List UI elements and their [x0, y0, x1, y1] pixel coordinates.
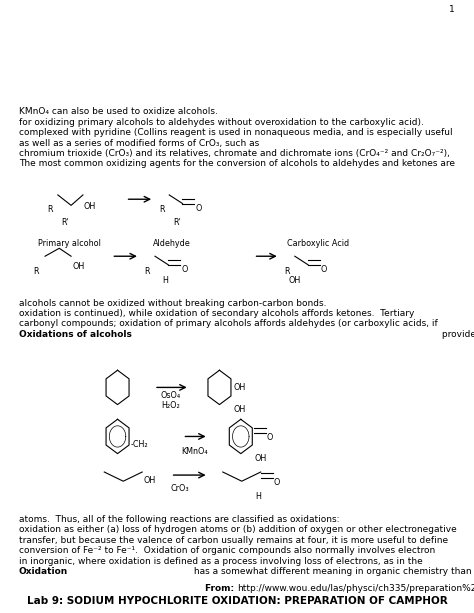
Text: OH: OH	[234, 405, 246, 414]
Text: OH: OH	[84, 202, 96, 211]
Text: H: H	[163, 276, 168, 285]
Text: has a somewhat different meaning in organic chemistry than you have been used to: has a somewhat different meaning in orga…	[191, 567, 474, 576]
Text: Oxidations of alcohols: Oxidations of alcohols	[19, 330, 132, 339]
Text: R: R	[33, 267, 39, 276]
Text: O: O	[266, 433, 273, 443]
Text: OH: OH	[143, 476, 155, 485]
Text: carbonyl compounds; oxidation of primary alcohols affords aldehydes (or carboxyl: carbonyl compounds; oxidation of primary…	[19, 319, 438, 329]
Text: R: R	[159, 205, 164, 215]
Text: The most common oxidizing agents for the conversion of alcohols to aldehydes and: The most common oxidizing agents for the…	[19, 159, 455, 169]
Text: From:: From:	[205, 584, 237, 593]
Text: OsO₄: OsO₄	[161, 391, 181, 400]
Text: -CH₂: -CH₂	[131, 440, 148, 449]
Text: OH: OH	[234, 383, 246, 392]
Text: transfer, but because the valence of carbon usually remains at four, it is more : transfer, but because the valence of car…	[19, 536, 448, 545]
Text: oxidation as either (a) loss of hydrogen atoms or (b) addition of oxygen or othe: oxidation as either (a) loss of hydrogen…	[19, 525, 457, 535]
Text: CrO₃: CrO₃	[171, 484, 190, 493]
Text: R': R'	[173, 218, 181, 227]
Text: KMnO₄: KMnO₄	[181, 447, 208, 457]
Text: O: O	[321, 265, 327, 275]
Text: H: H	[255, 492, 261, 501]
Text: conversion of Fe⁻² to Fe⁻¹.  Oxidation of organic compounds also normally involv: conversion of Fe⁻² to Fe⁻¹. Oxidation of…	[19, 546, 435, 555]
Text: O: O	[195, 204, 201, 213]
Text: Lab 9: SODIUM HYPOCHLORITE OXIDATION: PREPARATION OF CAMPHOR: Lab 9: SODIUM HYPOCHLORITE OXIDATION: PR…	[27, 596, 447, 606]
Text: Oxidation: Oxidation	[19, 567, 68, 576]
Text: KMnO₄ can also be used to oxidize alcohols.: KMnO₄ can also be used to oxidize alcoho…	[19, 107, 218, 116]
Text: atoms.  Thus, all of the following reactions are classified as oxidations:: atoms. Thus, all of the following reacti…	[19, 515, 339, 524]
Text: R: R	[47, 205, 53, 215]
Text: R: R	[145, 267, 150, 276]
Text: http://www.wou.edu/las/physci/ch335/preparation%20of%20camphor.doc: http://www.wou.edu/las/physci/ch335/prep…	[237, 584, 474, 593]
Text: in inorganic, where oxidation is defined as a process involving loss of electron: in inorganic, where oxidation is defined…	[19, 557, 423, 566]
Text: chromium trioxide (CrO₃) and its relatives, chromate and dichromate ions (CrO₄⁻²: chromium trioxide (CrO₃) and its relativ…	[19, 149, 450, 158]
Text: oxidation is continued), while oxidation of secondary alcohols affords ketones. : oxidation is continued), while oxidation…	[19, 309, 414, 318]
Text: alcohols cannot be oxidized without breaking carbon-carbon bonds.: alcohols cannot be oxidized without brea…	[19, 299, 327, 308]
Text: OH: OH	[254, 454, 266, 463]
Text: Primary alcohol: Primary alcohol	[38, 239, 101, 248]
Text: OH: OH	[289, 276, 301, 285]
Text: 1: 1	[449, 5, 455, 14]
Text: R: R	[284, 267, 290, 276]
Text: O: O	[273, 478, 279, 487]
Text: R': R'	[62, 218, 69, 227]
Text: H₂O₂: H₂O₂	[161, 401, 180, 410]
Text: OH: OH	[72, 262, 84, 272]
Text: O: O	[181, 265, 187, 275]
Text: for oxidizing primary alcohols to aldehydes without overoxidation to the carboxy: for oxidizing primary alcohols to aldehy…	[19, 118, 424, 127]
Text: Aldehyde: Aldehyde	[153, 239, 191, 248]
Text: complexed with pyridine (Collins reagent is used in nonaqueous media, and is esp: complexed with pyridine (Collins reagent…	[19, 128, 453, 137]
Text: Carboxylic Acid: Carboxylic Acid	[287, 239, 349, 248]
Text: as well as a series of modified forms of CrO₃, such as: as well as a series of modified forms of…	[19, 139, 262, 148]
Text: provides one of the most general methods for the preparation of: provides one of the most general methods…	[439, 330, 474, 339]
